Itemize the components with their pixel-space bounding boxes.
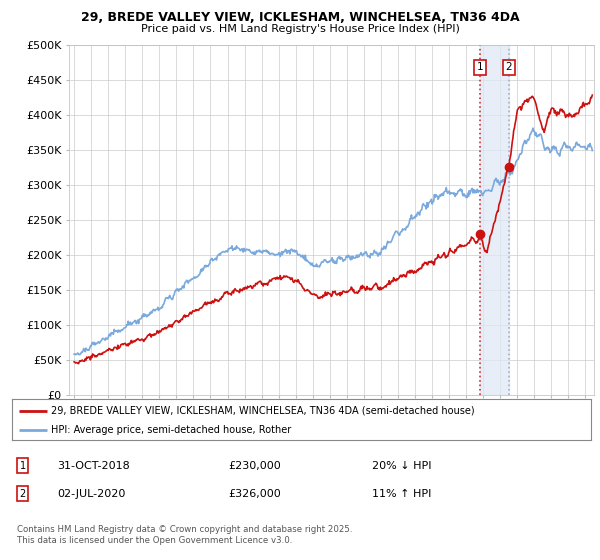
Text: Contains HM Land Registry data © Crown copyright and database right 2025.
This d: Contains HM Land Registry data © Crown c… [17, 525, 352, 545]
Text: 2: 2 [505, 62, 512, 72]
Text: 02-JUL-2020: 02-JUL-2020 [57, 489, 125, 499]
Text: 20% ↓ HPI: 20% ↓ HPI [372, 461, 431, 471]
Text: 31-OCT-2018: 31-OCT-2018 [57, 461, 130, 471]
Text: 29, BREDE VALLEY VIEW, ICKLESHAM, WINCHELSEA, TN36 4DA (semi-detached house): 29, BREDE VALLEY VIEW, ICKLESHAM, WINCHE… [52, 405, 475, 416]
Text: 1: 1 [20, 461, 26, 471]
Text: £230,000: £230,000 [228, 461, 281, 471]
Text: 1: 1 [477, 62, 484, 72]
Bar [481, 45, 509, 395]
Text: 29, BREDE VALLEY VIEW, ICKLESHAM, WINCHELSEA, TN36 4DA: 29, BREDE VALLEY VIEW, ICKLESHAM, WINCHE… [80, 11, 520, 24]
Text: 2: 2 [20, 489, 26, 499]
Text: HPI: Average price, semi-detached house, Rother: HPI: Average price, semi-detached house,… [52, 424, 292, 435]
Text: Price paid vs. HM Land Registry's House Price Index (HPI): Price paid vs. HM Land Registry's House … [140, 24, 460, 34]
Text: 11% ↑ HPI: 11% ↑ HPI [372, 489, 431, 499]
Text: £326,000: £326,000 [228, 489, 281, 499]
